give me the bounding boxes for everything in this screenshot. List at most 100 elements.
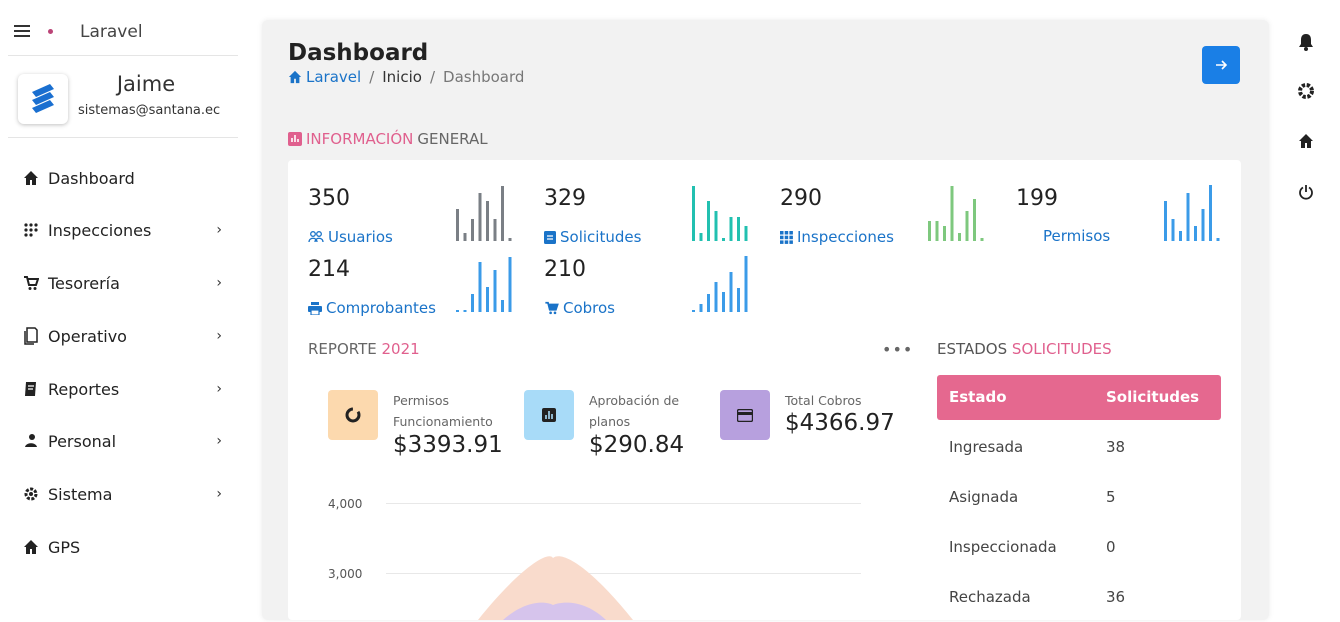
- sparkline-usuarios: [456, 186, 512, 241]
- stat-label: Usuarios: [328, 228, 393, 246]
- more-options-icon[interactable]: •••: [882, 340, 914, 359]
- nav-item-personal[interactable]: Personal ›: [8, 421, 238, 461]
- report-chart: 4,000 3,000: [328, 480, 868, 620]
- stat-usuarios: 350 Usuarios: [308, 182, 538, 250]
- stat-inspecciones: 290 Inspecciones: [780, 182, 1010, 250]
- kpi-icon-box: [328, 390, 378, 440]
- cell-estado: Ingresada: [949, 438, 1024, 456]
- sparkline-cobros: [692, 256, 748, 312]
- chevron-right-icon: ›: [216, 381, 222, 397]
- grid-dots-icon: [18, 222, 44, 238]
- report-year: 2021: [381, 340, 420, 358]
- chevron-right-icon: ›: [216, 328, 222, 344]
- column-header-solicitudes[interactable]: Solicitudes: [1106, 388, 1200, 406]
- kpi-icon-box: [720, 390, 770, 440]
- home-icon: [18, 170, 44, 186]
- sparkline-bar: [729, 272, 733, 312]
- chevron-right-icon: ›: [216, 275, 222, 291]
- nav-label: Operativo: [48, 326, 127, 346]
- sparkline-bar: [699, 304, 703, 312]
- home-icon: [18, 539, 44, 555]
- sparkline-bar: [493, 219, 497, 241]
- user-profile: Jaime sistemas@santana.ec: [8, 58, 238, 138]
- sparkline-bar: [950, 186, 954, 241]
- sparkline-bar: [486, 201, 489, 241]
- breadcrumb-home-label: Laravel: [306, 68, 362, 86]
- sparkline-bar: [737, 217, 740, 241]
- stat-link[interactable]: Usuarios: [308, 228, 393, 246]
- nav-label: Inspecciones: [48, 220, 152, 240]
- sparkline-bar: [486, 287, 489, 312]
- sparkline-bar: [935, 221, 939, 241]
- kpi-value: $4366.97: [785, 410, 895, 436]
- nav-item-operativo[interactable]: Operativo ›: [8, 316, 238, 356]
- sparkline-bar: [471, 294, 474, 312]
- kpi-label: Total Cobros: [785, 393, 862, 408]
- stat-link[interactable]: Inspecciones: [780, 228, 894, 246]
- sparkline-bar: [744, 226, 748, 241]
- stat-link[interactable]: Permisos: [1043, 227, 1110, 245]
- stat-link[interactable]: Comprobantes: [308, 299, 436, 317]
- stat-comprobantes: 214 Comprobantes: [308, 253, 538, 321]
- report-title-label: REPORTE: [308, 340, 377, 358]
- sparkline-bar: [478, 193, 482, 241]
- breadcrumb-inicio[interactable]: Inicio: [382, 68, 422, 86]
- sparkline-bar: [478, 262, 482, 312]
- stat-cobros: 210 Cobros: [544, 253, 774, 321]
- column-header-estado[interactable]: Estado: [949, 388, 1007, 406]
- nav-label: GPS: [48, 537, 81, 557]
- gear-icon[interactable]: [1296, 81, 1316, 101]
- home-icon[interactable]: [1296, 131, 1316, 151]
- sparkline-bar: [714, 282, 718, 312]
- sparkline-bar: [1194, 226, 1197, 241]
- nav-item-gps[interactable]: GPS: [8, 527, 238, 567]
- go-button[interactable]: [1202, 46, 1240, 84]
- sparkline-bar: [501, 186, 504, 241]
- nav-label: Dashboard: [48, 168, 135, 188]
- stat-label: Cobros: [563, 299, 616, 317]
- cart-icon: [545, 301, 559, 315]
- sparkline-bar: [737, 288, 740, 312]
- sparkline-bar: [692, 310, 695, 312]
- kpi-label: Aprobación de planos: [589, 393, 680, 429]
- stat-label: Inspecciones: [797, 228, 894, 246]
- stat-link[interactable]: Solicitudes: [544, 228, 641, 246]
- sparkline-solicitudes: [692, 186, 748, 241]
- hamburger-menu-icon[interactable]: [14, 25, 30, 37]
- breadcrumb-home[interactable]: Laravel: [288, 68, 361, 86]
- sparkline-bar: [1209, 185, 1212, 241]
- cell-estado: Asignada: [949, 488, 1019, 506]
- sparkline-bar: [958, 233, 961, 241]
- sparkline-bar: [1216, 238, 1220, 241]
- nav-item-dashboard[interactable]: Dashboard: [8, 158, 238, 198]
- bell-icon[interactable]: [1296, 32, 1316, 52]
- sparkline-bar: [501, 300, 504, 312]
- table-row: Ingresada 38: [937, 422, 1221, 472]
- app-logo-icon: [48, 29, 53, 34]
- cell-estado: Rechazada: [949, 588, 1031, 606]
- sparkline-bar: [729, 217, 733, 241]
- sparkline-bar: [722, 238, 725, 241]
- chevron-right-icon: ›: [216, 433, 222, 449]
- area-series-1: [478, 556, 633, 620]
- nav-item-reportes[interactable]: Reportes ›: [8, 369, 238, 409]
- sparkline-bar: [1164, 201, 1167, 241]
- sparkline-bar: [692, 186, 695, 241]
- chevron-right-icon: ›: [216, 222, 222, 238]
- kpi-value: $290.84: [589, 432, 685, 458]
- nav-item-sistema[interactable]: Sistema ›: [8, 474, 238, 514]
- cell-count: 36: [1106, 588, 1126, 606]
- sparkline-bar: [722, 292, 725, 312]
- gridline: [386, 573, 861, 574]
- avatar[interactable]: [18, 74, 68, 124]
- sparkline-bar: [1179, 231, 1182, 241]
- nav-item-inspecciones[interactable]: Inspecciones ›: [8, 210, 238, 250]
- app-name: Laravel: [80, 22, 143, 42]
- sparkline-bar: [699, 233, 703, 241]
- card-icon: [737, 408, 753, 422]
- stat-value: 290: [780, 186, 822, 211]
- nav-item-tesoreria[interactable]: Tesorería ›: [8, 263, 238, 303]
- breadcrumb-separator: /: [369, 68, 375, 86]
- stat-link[interactable]: Cobros: [544, 299, 615, 317]
- power-icon[interactable]: [1296, 182, 1316, 202]
